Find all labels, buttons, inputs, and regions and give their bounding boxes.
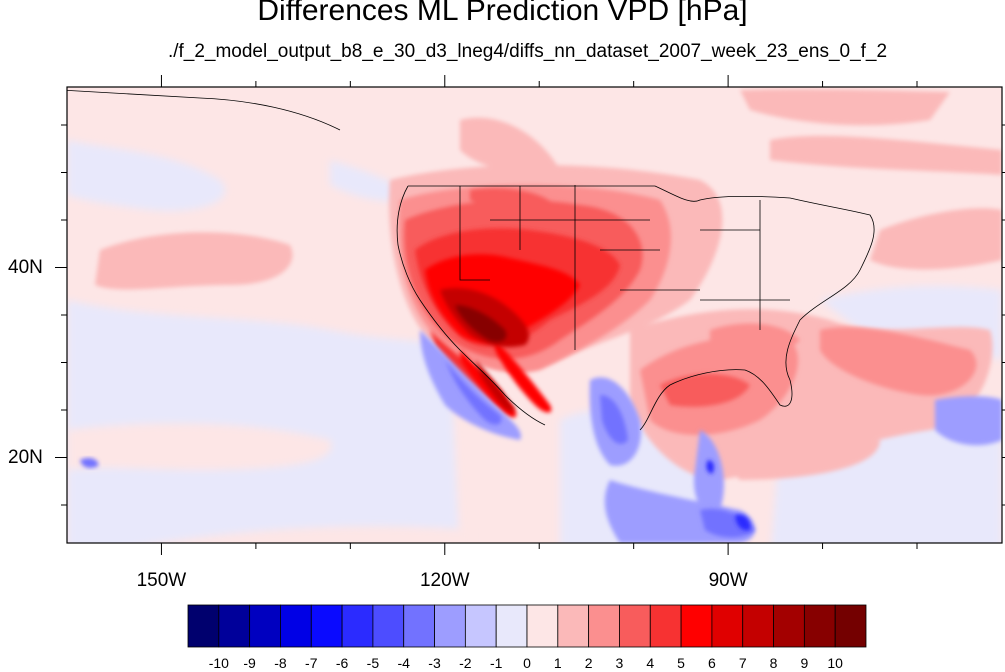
colorbar-label: 4: [646, 655, 655, 671]
colorbar-swatch: [834, 604, 867, 648]
colorbar-swatch: [526, 604, 559, 648]
field-negative-5: [706, 460, 751, 531]
colorbar-swatch: [773, 604, 805, 648]
colorbar-label: -1: [489, 655, 503, 671]
axis-ticks: [55, 75, 1005, 555]
x-tick-label: 150W: [136, 570, 187, 591]
colorbar-swatch: [464, 604, 497, 648]
colorbar-swatch: [649, 604, 682, 648]
x-tick-label: 120W: [419, 570, 470, 591]
colorbar-label: -5: [366, 655, 380, 671]
coastlines: [67, 89, 875, 431]
colorbar-swatch: [280, 604, 312, 648]
colorbar-label: -8: [274, 655, 287, 671]
colorbar-label: -7: [305, 655, 318, 671]
colorbar-label: 7: [738, 655, 747, 671]
colorbar-label: -10: [208, 655, 229, 671]
colorbar-label: 9: [800, 655, 809, 671]
colorbar-label: 10: [827, 655, 843, 671]
field-near-zero-patches: [67, 423, 470, 543]
chart-subtitle: ./f_2_model_output_b8_e_30_d3_lneg4/diff…: [167, 41, 888, 62]
colorbar-label: 5: [677, 655, 685, 671]
colorbar-swatch: [619, 604, 651, 648]
chart-title: Differences ML Prediction VPD [hPa]: [257, 0, 748, 27]
colorbar-swatch: [249, 604, 281, 648]
field-negative-3: [445, 360, 755, 538]
colorbar-label: 8: [769, 655, 778, 671]
colorbar-label: -2: [459, 655, 472, 671]
colorbar-label: 6: [708, 655, 716, 671]
field-negative-hawaii: [80, 457, 99, 468]
colorbar-swatch: [495, 604, 528, 648]
colorbar-swatch: [588, 604, 620, 648]
colorbar-label: 2: [584, 655, 593, 671]
y-tick-label: 40N: [8, 256, 43, 278]
colorbar-label: -3: [428, 655, 441, 671]
field-positive-10: [455, 305, 507, 342]
map-field: [67, 87, 1002, 543]
colorbar-swatch: [680, 604, 713, 648]
colorbar-label: 3: [615, 655, 624, 671]
colorbar-label: -4: [397, 655, 410, 671]
colorbar: [187, 604, 867, 648]
colorbar-label: -6: [335, 655, 349, 671]
colorbar-swatch: [711, 604, 744, 648]
colorbar-label: 1: [553, 655, 562, 671]
colorbar-label: 0: [523, 655, 531, 671]
colorbar-swatch: [742, 604, 774, 648]
colorbar-swatch: [310, 604, 343, 648]
colorbar-swatch: [803, 604, 836, 648]
colorbar-swatch: [434, 604, 466, 648]
colorbar-swatch: [341, 604, 374, 648]
colorbar-swatch: [218, 604, 251, 648]
x-tick-label: 90W: [708, 570, 748, 591]
colorbar-swatch: [403, 604, 435, 648]
colorbar-swatch: [187, 604, 220, 648]
colorbar-label: -9: [243, 655, 256, 671]
colorbar-swatch: [557, 604, 590, 648]
y-tick-label: 20N: [8, 446, 43, 468]
colorbar-swatch: [372, 604, 405, 648]
